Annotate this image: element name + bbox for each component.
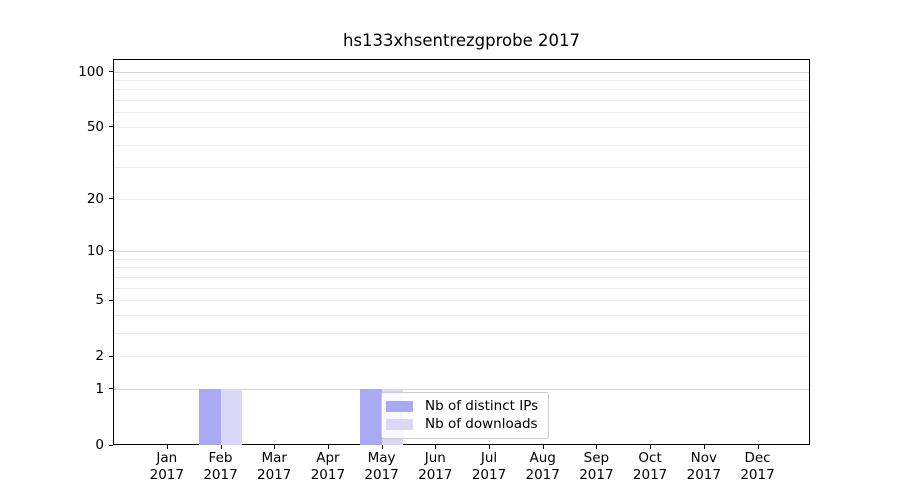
minor-gridline xyxy=(114,258,809,260)
y-tick-mark xyxy=(109,198,113,200)
x-tick-mark xyxy=(274,445,276,449)
legend-label-distinct-ips: Nb of distinct IPs xyxy=(425,398,539,414)
minor-gridline xyxy=(114,198,809,200)
y-tick-mark xyxy=(109,126,113,128)
chart-title: hs133xhsentrezgprobe 2017 xyxy=(342,31,580,50)
y-tick-label-5: 5 xyxy=(95,292,104,309)
minor-gridline xyxy=(114,100,809,102)
minor-gridline xyxy=(114,332,809,334)
legend-item-downloads: Nb of downloads xyxy=(386,415,538,433)
distinct-ips-swatch-icon xyxy=(386,400,413,412)
x-tick-mark xyxy=(220,445,222,449)
minor-gridline xyxy=(114,300,809,302)
major-gridline xyxy=(114,71,809,73)
minor-gridline xyxy=(114,80,809,82)
minor-gridline xyxy=(114,314,809,316)
y-tick-mark xyxy=(109,388,113,390)
bar-nb-of-distinct-ips-may xyxy=(360,388,382,445)
x-tick-label-jan: Jan 2017 xyxy=(149,450,184,483)
y-tick-label-100: 100 xyxy=(78,63,104,80)
y-tick-label-50: 50 xyxy=(86,118,104,135)
x-tick-label-jun: Jun 2017 xyxy=(418,450,453,483)
minor-gridline xyxy=(114,144,809,146)
x-tick-label-apr: Apr 2017 xyxy=(310,450,346,483)
minor-gridline xyxy=(114,126,809,128)
x-tick-mark xyxy=(327,445,329,449)
minor-gridline xyxy=(114,112,809,114)
y-tick-label-2: 2 xyxy=(95,348,104,365)
y-tick-mark xyxy=(109,444,113,446)
y-tick-mark xyxy=(109,355,113,357)
x-tick-label-mar: Mar 2017 xyxy=(257,450,292,483)
minor-gridline xyxy=(114,89,809,91)
y-tick-label-1: 1 xyxy=(95,380,104,397)
x-tick-label-oct: Oct 2017 xyxy=(632,450,668,483)
bar-nb-of-distinct-ips-feb xyxy=(199,388,221,445)
legend-label-downloads: Nb of downloads xyxy=(425,416,538,432)
y-tick-label-0: 0 xyxy=(95,437,104,453)
x-tick-label-feb: Feb 2017 xyxy=(203,450,238,483)
x-tick-mark xyxy=(166,445,168,449)
x-tick-mark xyxy=(703,445,705,449)
legend: Nb of distinct IPs Nb of downloads xyxy=(381,392,550,439)
minor-gridline xyxy=(114,287,809,289)
x-tick-mark xyxy=(542,445,544,449)
y-tick-label-10: 10 xyxy=(86,242,104,259)
x-tick-label-nov: Nov 2017 xyxy=(686,450,721,483)
minor-gridline xyxy=(114,267,809,269)
x-tick-label-jul: Jul 2017 xyxy=(471,450,507,483)
y-tick-mark xyxy=(109,71,113,73)
x-tick-mark xyxy=(596,445,598,449)
x-tick-mark xyxy=(650,445,652,449)
x-tick-label-aug: Aug 2017 xyxy=(525,450,560,483)
legend-item-distinct-ips: Nb of distinct IPs xyxy=(386,397,538,415)
major-gridline xyxy=(114,250,809,252)
x-tick-label-sep: Sep 2017 xyxy=(579,450,614,483)
y-tick-mark xyxy=(109,299,113,301)
plot-area: Nb of distinct IPs Nb of downloads xyxy=(113,59,810,445)
x-tick-mark xyxy=(489,445,490,449)
downloads-swatch-icon xyxy=(386,418,413,430)
y-tick-mark xyxy=(109,250,113,252)
y-tick-label-20: 20 xyxy=(86,190,104,207)
minor-gridline xyxy=(114,276,809,278)
x-tick-mark xyxy=(757,445,759,449)
minor-gridline xyxy=(114,356,809,358)
x-tick-mark xyxy=(381,445,383,449)
major-gridline xyxy=(114,388,809,390)
x-tick-mark xyxy=(435,445,437,449)
x-tick-label-may: May 2017 xyxy=(364,450,399,483)
x-tick-label-dec: Dec 2017 xyxy=(740,450,775,483)
bar-nb-of-downloads-feb xyxy=(220,388,242,445)
minor-gridline xyxy=(114,167,809,169)
